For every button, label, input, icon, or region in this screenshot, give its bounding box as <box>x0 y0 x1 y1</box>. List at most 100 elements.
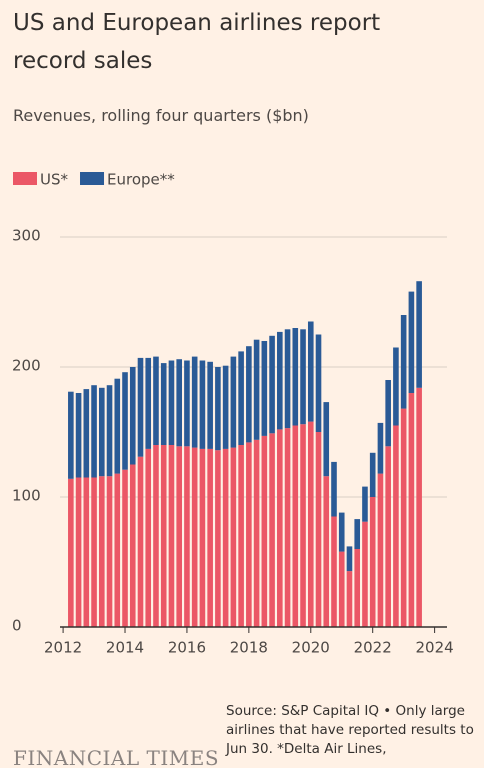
bar-segment <box>68 478 74 627</box>
bar-segment <box>68 391 74 479</box>
bar-segment <box>354 549 361 627</box>
x-tick-label: 2024 <box>416 639 454 657</box>
x-tick-label: 2014 <box>106 639 144 657</box>
bar-segment <box>307 321 314 422</box>
bar-segment <box>230 447 237 627</box>
bar-segment <box>323 402 330 477</box>
bar-segment <box>129 464 136 627</box>
bar-segment <box>83 477 90 627</box>
bar-segment <box>238 351 244 445</box>
bar-segment <box>300 329 306 425</box>
brand-logo: FINANCIAL TIMES <box>13 746 220 768</box>
bar-segment <box>75 477 82 627</box>
bar-segment <box>83 389 90 478</box>
bar-segment <box>184 360 190 447</box>
x-tick-label: 2018 <box>230 639 268 657</box>
bar-segment <box>400 408 407 627</box>
legend-label: US* <box>40 171 69 189</box>
bar-segment <box>176 446 182 627</box>
bar-segment <box>253 439 260 627</box>
bar-segment <box>269 433 275 627</box>
bar-segment <box>106 476 113 627</box>
bar-segment <box>284 428 291 627</box>
bar-segment <box>114 473 121 627</box>
bar-segment <box>369 452 376 497</box>
bar-segment <box>199 448 206 627</box>
legend-swatch <box>13 172 37 185</box>
bar-segment <box>338 512 345 552</box>
bar-segment <box>261 341 268 436</box>
bar-segment <box>277 429 283 627</box>
bar-segment <box>408 393 415 627</box>
bar-segment <box>323 476 330 627</box>
bar-segment <box>315 432 322 627</box>
bar-segment <box>346 546 353 572</box>
bar-segment <box>98 476 105 627</box>
y-tick-label: 0 <box>12 617 22 635</box>
x-tick-label: 2012 <box>44 639 82 657</box>
bar-segment <box>168 360 175 445</box>
bar-segment <box>215 450 221 627</box>
chart: US* Europe** 0 100 200 300 2012 2014 2016 2018 202… <box>12 171 454 657</box>
bar-segment <box>416 281 422 388</box>
bar-segment <box>75 393 82 478</box>
y-tick-label: 300 <box>12 227 41 245</box>
bar-segment <box>346 571 353 627</box>
bar-segment <box>129 367 136 465</box>
bar-segment <box>230 356 237 448</box>
bar-segment <box>261 435 268 627</box>
y-tick-label: 200 <box>12 357 41 375</box>
bar-segment <box>246 346 252 443</box>
bar-segment <box>408 291 415 393</box>
y-tick-label: 100 <box>12 487 41 505</box>
bar-segment <box>215 367 221 451</box>
bar-segment <box>393 347 399 426</box>
bar-segment <box>377 422 384 474</box>
bar-segment <box>168 445 175 627</box>
bar-segment <box>246 442 252 627</box>
bar-segment <box>315 334 322 432</box>
bar-segment <box>191 356 198 448</box>
bar-segment <box>114 378 121 474</box>
bar-segment <box>184 446 190 627</box>
bar-segment <box>207 361 213 449</box>
bar-segment <box>122 469 128 627</box>
bar-segment <box>292 328 299 426</box>
bar-segment <box>331 461 337 517</box>
bar-segment <box>91 385 97 478</box>
legend-swatch <box>80 172 105 185</box>
bar-segment <box>98 387 105 477</box>
bar-segment <box>400 315 407 409</box>
bar-segment <box>338 551 345 627</box>
bar-segment <box>238 445 244 627</box>
bar-segment <box>222 448 229 627</box>
bar-segment <box>91 477 97 627</box>
bar-segment <box>137 456 144 627</box>
bar-segment <box>354 519 361 549</box>
x-tick-label: 2022 <box>354 639 392 657</box>
bar-segment <box>207 448 213 627</box>
bar-segment <box>153 356 159 445</box>
bar-segment <box>369 497 376 627</box>
bar-segment <box>300 424 306 627</box>
source-note: Source: S&P Capital IQ • Only large airl… <box>226 703 474 757</box>
bar-segment <box>362 521 368 627</box>
bar-segment <box>393 425 399 627</box>
chart-subtitle: Revenues, rolling four quarters ($bn) <box>13 106 309 125</box>
legend-label: Europe** <box>107 171 175 189</box>
bar-segment <box>362 486 368 522</box>
bar-segment <box>222 365 229 449</box>
bar-segment <box>191 447 198 627</box>
x-tick-label: 2016 <box>168 639 206 657</box>
bar-segment <box>145 357 152 449</box>
bar-segment <box>176 359 182 447</box>
bar-segment <box>292 425 299 627</box>
bar-segment <box>385 446 391 627</box>
bar-segment <box>160 363 167 445</box>
bar-segment <box>253 339 260 440</box>
bar-segment <box>307 421 314 627</box>
bar-segment <box>277 331 283 430</box>
x-tick-label: 2020 <box>292 639 330 657</box>
bar-segment <box>377 473 384 627</box>
chart-title: US and European airlines report record s… <box>13 10 381 74</box>
